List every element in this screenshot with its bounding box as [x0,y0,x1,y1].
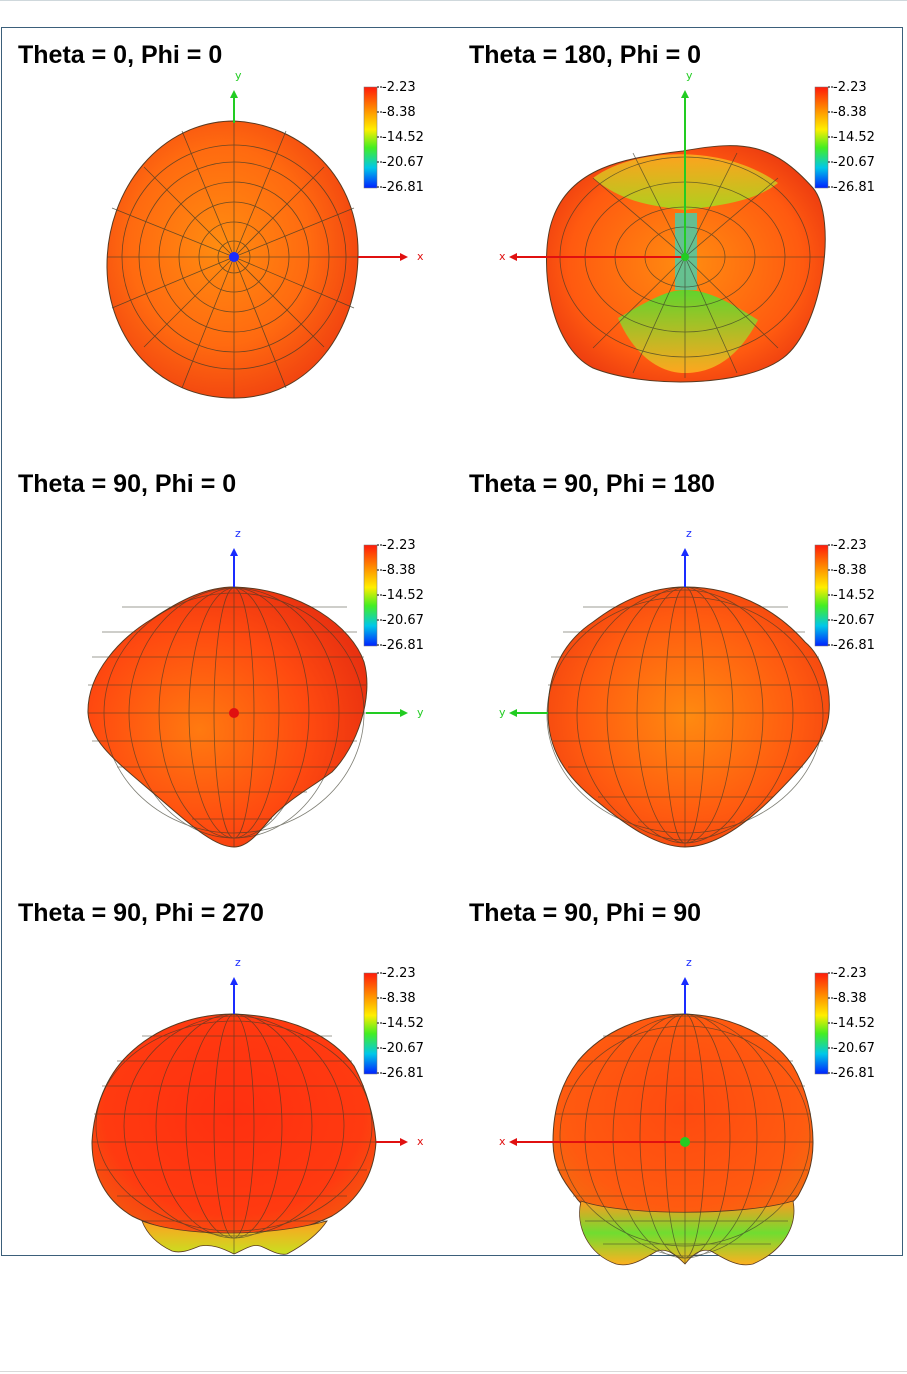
axis-triad: y x [499,69,693,263]
colorbar-tick: -2.23 [833,966,867,981]
colorbar-tick: -20.67 [382,1041,424,1056]
colorbar: -2.23 -8.38 -14.52 -20.67 -26.81 [363,80,424,195]
colorbar-tick: -14.52 [382,130,424,145]
z-axis-label: z [235,956,241,969]
origin-dot [229,708,239,718]
mesh-grid [553,1013,813,1264]
axis-triad: z x [230,956,424,1148]
z-axis-label: z [686,956,692,969]
pattern-plot: z x -2.23 -8.38 -14.52 -20.67 -26.81 [91,956,424,1255]
radiation-pattern-surface [552,1013,814,1227]
origin-dot [229,252,239,262]
x-axis-label: x [499,250,506,263]
panel-theta90-phi180: Theta = 90, Phi = 180 [453,457,904,882]
radiation-pattern-surface [87,586,368,848]
colorbar-tick: -14.52 [833,1016,875,1031]
panel-title: Theta = 0, Phi = 0 [18,41,223,69]
panel-theta180-phi0: Theta = 180, Phi = 0 [453,28,904,453]
colorbar-tick: -2.23 [833,538,867,553]
panel-title: Theta = 90, Phi = 270 [18,899,264,927]
y-axis-label: y [499,706,506,719]
colorbar: -2.23 -8.38 -14.52 -20.67 -26.81 [814,80,875,195]
panel-title: Theta = 90, Phi = 180 [469,470,715,498]
colorbar-tick: -2.23 [382,80,416,95]
radiation-pattern-figure: Theta = 0, Phi = 0 [1,27,904,1266]
colorbar: -2.23 -8.38 -14.52 -20.67 -26.81 [363,538,424,653]
colorbar-tick: -14.52 [382,588,424,603]
colorbar-tick: -14.52 [833,130,875,145]
panel-theta90-phi270: Theta = 90, Phi = 270 [2,886,453,1311]
axis-triad: z y [499,527,692,719]
colorbar-tick: -8.38 [833,563,867,578]
panel-title: Theta = 180, Phi = 0 [469,41,702,69]
mesh-grid [88,587,368,847]
x-axis-label: x [499,1135,506,1148]
colorbar-tick: -2.23 [833,80,867,95]
colorbar-tick: -26.81 [833,1066,875,1081]
origin-dot [681,253,689,261]
colorbar-tick: -20.67 [833,155,875,170]
mesh-grid [92,1013,376,1254]
top-rule [0,0,907,1]
colorbar-tick: -14.52 [833,588,875,603]
bottom-rule [0,1371,907,1372]
colorbar-tick: -8.38 [833,991,867,1006]
pattern-plot: z y -2.23 -8.38 -14.52 -20.67 -26.81 [499,527,875,848]
mesh-grid [546,586,829,847]
colorbar-tick: -26.81 [382,1066,424,1081]
z-axis-label: z [686,527,692,540]
panel-title: Theta = 90, Phi = 90 [469,899,702,927]
axis-triad: y x [229,69,424,263]
colorbar-tick: -26.81 [833,638,875,653]
colorbar-tick: -14.52 [382,1016,424,1031]
pattern-plot: z x -2.23 -8.38 -14.52 -20.67 -26.81 [499,956,875,1266]
colorbar: -2.23 -8.38 -14.52 -20.67 -26.81 [363,966,424,1081]
colorbar-tick: -26.81 [382,638,424,653]
colorbar-tick: -26.81 [382,180,424,195]
axis-triad: z y [229,527,424,719]
colorbar: -2.23 -8.38 -14.52 -20.67 -26.81 [814,538,875,653]
panel-title: Theta = 90, Phi = 0 [18,470,237,498]
pattern-plot: z y -2.23 -8.38 -14.52 -20.67 -26.81 [87,527,424,848]
colorbar-tick: -20.67 [382,155,424,170]
origin-dot [680,1137,690,1147]
y-axis-label: y [686,69,693,82]
pattern-plot: y x -2.23 -8.38 -14.52 -20.67 -26.81 [499,69,875,383]
colorbar-tick: -20.67 [833,1041,875,1056]
colorbar-tick: -8.38 [382,991,416,1006]
colorbar-tick: -8.38 [833,105,867,120]
pattern-plot: y x -2.23 -8.38 -14.52 -20.67 -26.81 [106,69,424,399]
colorbar-tick: -8.38 [382,563,416,578]
colorbar-tick: -8.38 [382,105,416,120]
panel-theta90-phi0: Theta = 90, Phi = 0 [2,457,453,882]
panel-theta0-phi0: Theta = 0, Phi = 0 [2,28,453,453]
x-axis-label: x [417,1135,424,1148]
panel-theta90-phi90: Theta = 90, Phi = 90 [453,886,904,1311]
axis-triad: z x [499,956,692,1148]
colorbar: -2.23 -8.38 -14.52 -20.67 -26.81 [814,966,875,1081]
y-axis-label: y [235,69,242,82]
mesh-grid [107,121,358,398]
radiation-pattern-surface [547,586,830,848]
colorbar-tick: -20.67 [382,613,424,628]
colorbar-tick: -20.67 [833,613,875,628]
y-axis-label: y [417,706,424,719]
colorbar-tick: -26.81 [833,180,875,195]
colorbar-tick: -2.23 [382,538,416,553]
colorbar-tick: -2.23 [382,966,416,981]
x-axis-label: x [417,250,424,263]
z-axis-label: z [235,527,241,540]
